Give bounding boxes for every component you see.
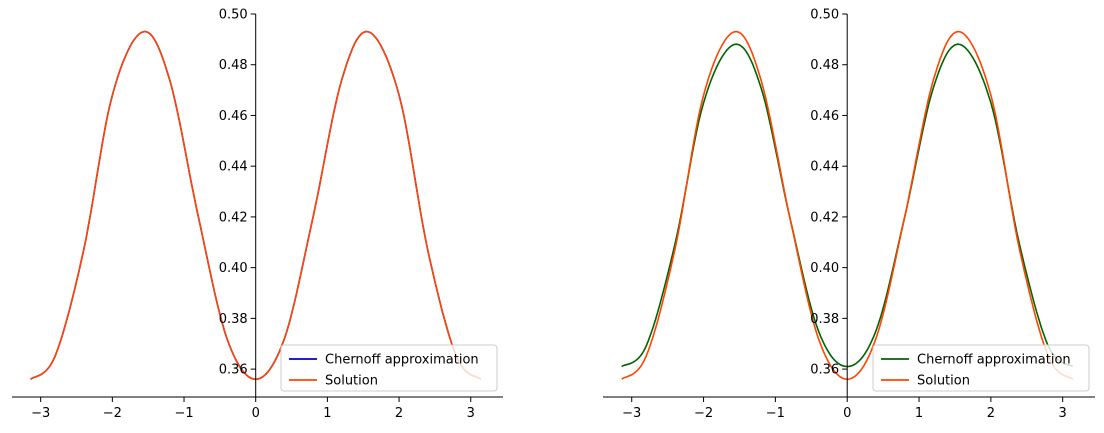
y-tick-label: 0.50: [219, 8, 248, 23]
y-tick-label: 0.46: [810, 109, 839, 124]
x-tick-label: 2: [987, 406, 995, 421]
x-tick-label: 0: [843, 406, 851, 421]
x-tick-label: 2: [395, 406, 403, 421]
legend-label: Chernoff approximation: [917, 353, 1071, 368]
x-tick-label: 0: [252, 406, 260, 421]
y-tick-label: 0.50: [810, 8, 839, 23]
y-tick-label: 0.42: [219, 210, 248, 225]
y-tick-label: 0.40: [219, 261, 248, 276]
legend-box: [872, 344, 1090, 392]
y-tick-label: 0.42: [810, 210, 839, 225]
legend-label: Solution: [325, 374, 378, 389]
x-tick-label: 1: [915, 406, 923, 421]
y-tick-label: 0.44: [810, 160, 839, 175]
x-tick-label: −2: [103, 406, 122, 421]
y-tick-label: 0.44: [219, 160, 248, 175]
legend-box: [280, 344, 498, 392]
legend: Chernoff approximation Solution: [280, 344, 498, 392]
x-tick-label: 3: [1059, 406, 1067, 421]
left-chart: −3 −2 −1 0 1 2 3 0.36 0.38 0.40 0.42 0.44 0.46 0.48 0.…: [12, 8, 503, 421]
x-tick-label: −1: [174, 406, 193, 421]
x-tick-label: 1: [323, 406, 331, 421]
x-tick-label: −3: [622, 406, 641, 421]
x-tick-label: 3: [467, 406, 475, 421]
legend-label: Solution: [917, 374, 970, 389]
x-tick-label: −2: [694, 406, 713, 421]
y-tick-label: 0.46: [219, 109, 248, 124]
right-chart: −3 −2 −1 0 1 2 3 0.36 0.38 0.40 0.42 0.44 0.46 0.48 0.…: [603, 8, 1095, 421]
y-tick-label: 0.36: [219, 363, 248, 378]
x-tick-label: −3: [31, 406, 50, 421]
y-tick-label: 0.38: [219, 312, 248, 327]
y-tick-label: 0.48: [219, 58, 248, 73]
x-tick-label: −1: [766, 406, 785, 421]
y-tick-label: 0.36: [810, 363, 839, 378]
legend-label: Chernoff approximation: [325, 353, 479, 368]
legend: Chernoff approximation Solution: [872, 344, 1090, 392]
y-tick-label: 0.38: [810, 312, 839, 327]
y-tick-label: 0.40: [810, 261, 839, 276]
y-tick-label: 0.48: [810, 58, 839, 73]
